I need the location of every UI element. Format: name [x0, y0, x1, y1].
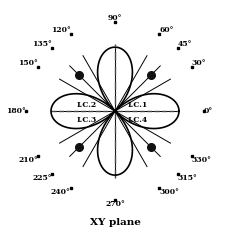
Text: 270°: 270° [105, 200, 124, 208]
Text: 150°: 150° [18, 59, 38, 67]
Text: 225°: 225° [33, 174, 52, 182]
Text: 60°: 60° [159, 26, 173, 34]
Text: 0°: 0° [203, 107, 212, 115]
Text: I.C.1: I.C.1 [127, 101, 147, 109]
Text: I.C.3: I.C.3 [76, 116, 96, 124]
Text: 210°: 210° [18, 155, 38, 164]
Text: I.C.2: I.C.2 [76, 101, 96, 109]
Text: 90°: 90° [107, 14, 122, 22]
Text: 240°: 240° [50, 188, 70, 196]
Text: 330°: 330° [191, 155, 211, 164]
Text: 135°: 135° [32, 40, 52, 48]
Text: I.C.4: I.C.4 [127, 116, 147, 124]
Text: 120°: 120° [50, 26, 70, 34]
Text: 180°: 180° [6, 107, 26, 115]
Text: 30°: 30° [191, 59, 206, 67]
Text: 45°: 45° [177, 40, 191, 48]
Text: 300°: 300° [159, 188, 179, 196]
Text: XY plane: XY plane [89, 218, 140, 227]
Text: 315°: 315° [177, 174, 197, 182]
